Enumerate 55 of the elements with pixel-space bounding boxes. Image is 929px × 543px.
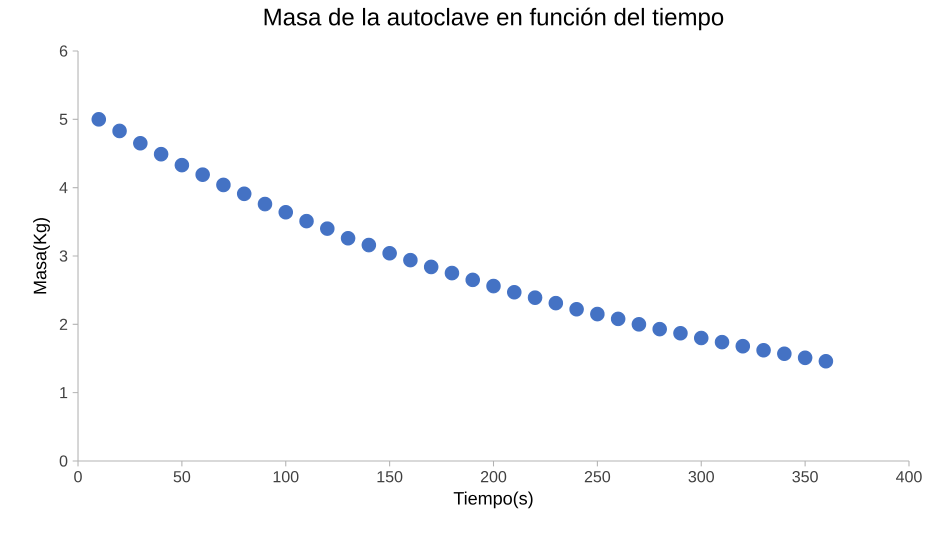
x-tick-label: 50 bbox=[174, 471, 190, 482]
point bbox=[154, 146, 168, 162]
point bbox=[382, 246, 397, 261]
point bbox=[590, 306, 605, 322]
y-tick-label: 1 bbox=[60, 387, 68, 398]
point bbox=[444, 266, 460, 280]
point bbox=[632, 317, 646, 332]
point bbox=[507, 284, 522, 300]
point bbox=[714, 334, 730, 350]
point bbox=[278, 204, 294, 220]
y-tick-label: 5 bbox=[60, 114, 68, 125]
point bbox=[756, 343, 771, 358]
x-tick-label: 250 bbox=[584, 471, 610, 482]
point bbox=[694, 330, 709, 346]
x-tick-label: 100 bbox=[274, 471, 298, 482]
point bbox=[424, 260, 438, 274]
x-tick-label: 350 bbox=[792, 471, 818, 482]
point bbox=[112, 124, 127, 138]
point bbox=[362, 238, 376, 252]
point bbox=[299, 214, 314, 228]
point bbox=[798, 350, 812, 366]
point bbox=[258, 196, 272, 212]
point bbox=[486, 278, 501, 294]
y-tick-label: 4 bbox=[59, 182, 68, 194]
x-axis-title: Tiempo(s) bbox=[454, 492, 533, 508]
point bbox=[92, 112, 106, 127]
point bbox=[174, 158, 190, 172]
x-tick-label: 0 bbox=[74, 471, 82, 482]
point bbox=[736, 338, 750, 354]
x-tick-label: 400 bbox=[896, 471, 922, 482]
point bbox=[216, 178, 231, 192]
x-tick-label: 200 bbox=[480, 471, 506, 482]
point bbox=[236, 186, 252, 202]
chart-title: Masa de la autoclave en función del tiempo bbox=[264, 8, 724, 30]
point bbox=[818, 354, 834, 368]
point bbox=[340, 230, 356, 246]
x-tick-label: 300 bbox=[688, 471, 714, 482]
y-tick-label: 6 bbox=[60, 45, 68, 57]
point bbox=[569, 302, 584, 317]
point bbox=[548, 296, 564, 310]
y-tick-label: 3 bbox=[60, 250, 68, 262]
x-tick-label: 150 bbox=[377, 471, 402, 482]
point bbox=[652, 322, 667, 336]
y-tick-label: 0 bbox=[60, 455, 68, 467]
point bbox=[195, 167, 210, 182]
y-tick-label: 2 bbox=[60, 318, 68, 330]
point bbox=[320, 221, 335, 236]
point bbox=[403, 252, 418, 268]
point bbox=[673, 326, 688, 340]
point bbox=[777, 346, 792, 361]
y-axis-title: Masa(Kg) bbox=[33, 218, 50, 294]
point bbox=[528, 290, 542, 305]
point bbox=[610, 312, 626, 326]
point bbox=[465, 272, 480, 288]
point bbox=[133, 136, 148, 151]
